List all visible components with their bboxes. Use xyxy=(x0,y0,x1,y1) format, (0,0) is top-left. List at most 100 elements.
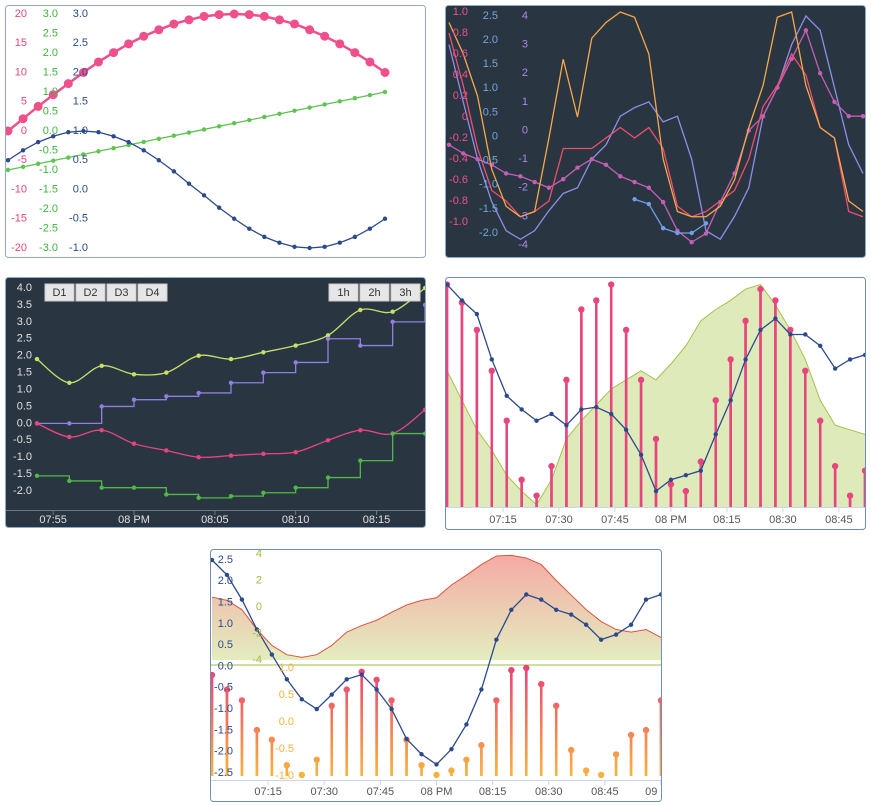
series-marker xyxy=(109,48,119,58)
range-button[interactable]: 3h xyxy=(390,283,421,302)
series-marker xyxy=(228,356,234,362)
y-tick-label: 1.0 xyxy=(279,662,294,674)
series-marker xyxy=(549,411,554,417)
series-marker xyxy=(382,89,388,95)
button-label[interactable]: D1 xyxy=(52,287,66,299)
y-tick-label: 2.0 xyxy=(483,34,498,46)
range-button[interactable]: 2h xyxy=(359,283,390,302)
button-bg[interactable] xyxy=(75,283,106,302)
y-tick-label: 2.5 xyxy=(43,27,58,39)
series-marker xyxy=(337,240,342,245)
button-bg[interactable] xyxy=(359,283,390,302)
stem-head xyxy=(533,492,540,499)
series-marker xyxy=(344,677,349,682)
range-button[interactable]: D2 xyxy=(75,283,106,302)
series-marker xyxy=(322,102,327,107)
button-bg[interactable] xyxy=(106,283,137,302)
range-button[interactable]: D1 xyxy=(44,283,75,302)
stem-head xyxy=(503,417,510,424)
button-bg[interactable] xyxy=(328,283,359,302)
stem-base-fix xyxy=(495,700,498,776)
series-line xyxy=(634,198,707,234)
series-marker xyxy=(131,441,137,446)
series-marker xyxy=(623,427,629,433)
y-tick-label: 2.0 xyxy=(218,575,233,587)
button-label[interactable]: D2 xyxy=(83,287,97,299)
stem-head xyxy=(433,771,440,779)
range-button[interactable]: D3 xyxy=(106,283,137,302)
series-marker xyxy=(66,129,71,135)
series-marker xyxy=(169,19,179,29)
button-bg[interactable] xyxy=(137,283,168,302)
series-marker xyxy=(277,111,282,117)
y-tick-label: -0.5 xyxy=(39,144,58,156)
button-label[interactable]: 3h xyxy=(399,287,411,299)
series-marker xyxy=(34,356,40,362)
series-marker xyxy=(292,108,297,113)
series-marker xyxy=(675,230,680,236)
button-label[interactable]: D4 xyxy=(145,287,159,299)
series-marker xyxy=(609,411,614,417)
stem-base-fix xyxy=(644,730,648,776)
series-marker xyxy=(632,179,637,185)
x-tick-label: 07:15 xyxy=(489,514,517,526)
button-label[interactable]: 1h xyxy=(337,287,349,299)
y-tick-label: -20 xyxy=(11,242,27,254)
y-tick-label: -3.0 xyxy=(39,242,58,254)
stem-head xyxy=(283,762,291,769)
y-tick-label: 0.4 xyxy=(453,69,468,81)
series-marker xyxy=(546,185,552,190)
range-button[interactable]: D4 xyxy=(137,283,168,302)
y-tick-label: 10 xyxy=(15,66,27,78)
series-marker xyxy=(307,105,312,110)
button-bg[interactable] xyxy=(390,283,421,302)
series-marker xyxy=(261,370,266,375)
range-button[interactable]: 1h xyxy=(328,283,359,302)
series-marker xyxy=(728,398,733,403)
y-tick-label: -0.5 xyxy=(479,155,498,167)
series-marker xyxy=(293,449,298,455)
button-label[interactable]: 2h xyxy=(368,287,380,299)
y-tick-label: -0.5 xyxy=(13,434,32,446)
x-tick-label: 08:30 xyxy=(535,786,563,798)
stem-base-fix xyxy=(360,671,363,776)
series-marker xyxy=(380,68,390,77)
x-tick-label: 08 PM xyxy=(118,514,150,526)
series-marker xyxy=(67,380,72,385)
series-marker xyxy=(164,370,169,375)
button-bg[interactable] xyxy=(44,283,75,302)
stem-head xyxy=(448,767,455,774)
stem-base-fix xyxy=(639,379,643,507)
button-label[interactable]: D3 xyxy=(114,287,128,299)
series-marker xyxy=(184,15,194,25)
x-tick-label: 08:30 xyxy=(769,514,797,526)
y-tick-label: 1.5 xyxy=(73,96,88,108)
y-tick-label: 1.5 xyxy=(43,66,58,78)
stem-base-fix xyxy=(804,370,807,507)
series-marker xyxy=(422,302,425,308)
series-marker xyxy=(683,473,689,478)
series-marker xyxy=(660,199,666,205)
stem-head xyxy=(757,285,764,293)
y-tick-label: 0.5 xyxy=(17,400,32,412)
stem-base-fix xyxy=(729,359,732,507)
series-marker xyxy=(171,133,177,138)
y-tick-label: -2 xyxy=(252,627,262,639)
series-marker xyxy=(464,722,469,727)
stem-base-fix xyxy=(759,289,762,507)
series-marker xyxy=(307,245,312,251)
series-marker xyxy=(598,637,604,642)
stem-base-fix xyxy=(505,420,508,507)
series-marker xyxy=(509,607,514,613)
series-marker xyxy=(99,404,104,409)
stem-base-fix xyxy=(475,329,479,507)
series-marker xyxy=(6,158,11,163)
stem-base-fix xyxy=(863,470,865,507)
series-marker xyxy=(638,452,644,457)
stem-head xyxy=(478,742,485,749)
stem-base-fix xyxy=(490,370,494,507)
y-tick-label: 4 xyxy=(256,548,262,560)
series-marker xyxy=(6,167,11,173)
stem-base-fix xyxy=(465,759,468,776)
y-tick-label: 2.5 xyxy=(483,10,498,22)
